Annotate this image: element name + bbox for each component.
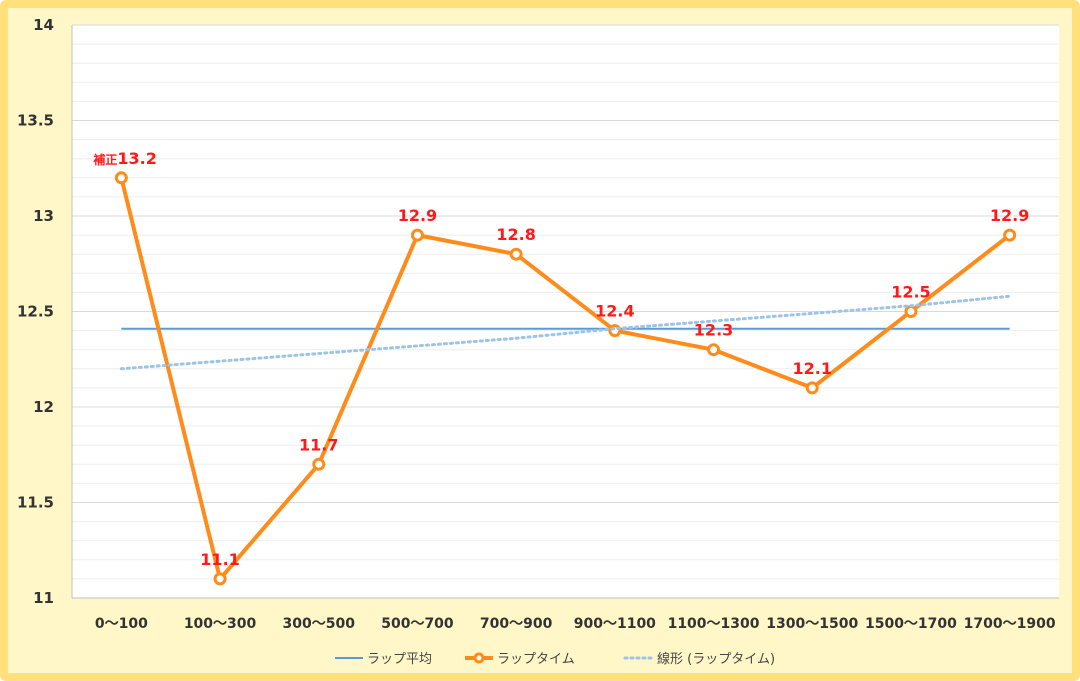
x-tick-label: 100～300: [184, 616, 257, 632]
lap-time-point: [213, 572, 227, 586]
lap-time-series: [119, 177, 1011, 581]
trendline-series: [119, 294, 1012, 371]
lap-time-point: [114, 171, 128, 185]
x-tick-label: 1500～1700: [865, 616, 957, 632]
y-tick-label: 13: [33, 207, 54, 225]
y-tick-label: 11.5: [17, 494, 54, 512]
legend-marker: [473, 652, 485, 664]
lap-time-point: [1003, 228, 1017, 242]
y-tick-label: 12: [33, 398, 54, 416]
data-label: 12.8: [496, 225, 535, 244]
y-tick-label: 13.5: [17, 112, 54, 130]
lap-time-point: [805, 381, 819, 395]
x-tick-label: 500～700: [381, 616, 454, 632]
data-label-prefix: 補正: [92, 152, 117, 167]
x-tick-label: 900～1100: [574, 616, 656, 632]
legend-label: ラップタイム: [497, 652, 575, 667]
lap-time-point: [410, 228, 424, 242]
data-label: 12.9: [990, 206, 1029, 225]
x-tick-label: 1300～1500: [766, 616, 858, 632]
x-tick-label: 300～500: [283, 616, 356, 632]
lap-time-point: [904, 305, 918, 318]
data-label: 11.1: [200, 550, 239, 569]
x-tick-label: 0～100: [95, 616, 148, 632]
data-label: 12.1: [793, 359, 832, 378]
y-tick-label: 11: [33, 589, 54, 607]
legend-label: 線形 (ラップタイム): [657, 651, 775, 667]
lap-time-point: [707, 343, 721, 357]
data-label: 12.4: [595, 302, 634, 321]
data-label: 12.3: [694, 321, 733, 340]
lap-time-point: [312, 457, 326, 471]
data-label: 13.2: [117, 149, 156, 168]
x-tick-label: 1100～1300: [668, 616, 760, 632]
y-tick-label: 14: [33, 16, 54, 34]
data-label: 12.5: [891, 283, 930, 302]
lap-time-point: [509, 247, 523, 261]
y-tick-label: 12.5: [17, 303, 54, 321]
legend-label: ラップ平均: [367, 652, 432, 667]
x-tick-label: 1700～1900: [964, 616, 1056, 632]
data-label: 12.9: [398, 206, 437, 225]
x-tick-label: 700～900: [480, 616, 553, 632]
data-label: 11.7: [299, 435, 338, 454]
